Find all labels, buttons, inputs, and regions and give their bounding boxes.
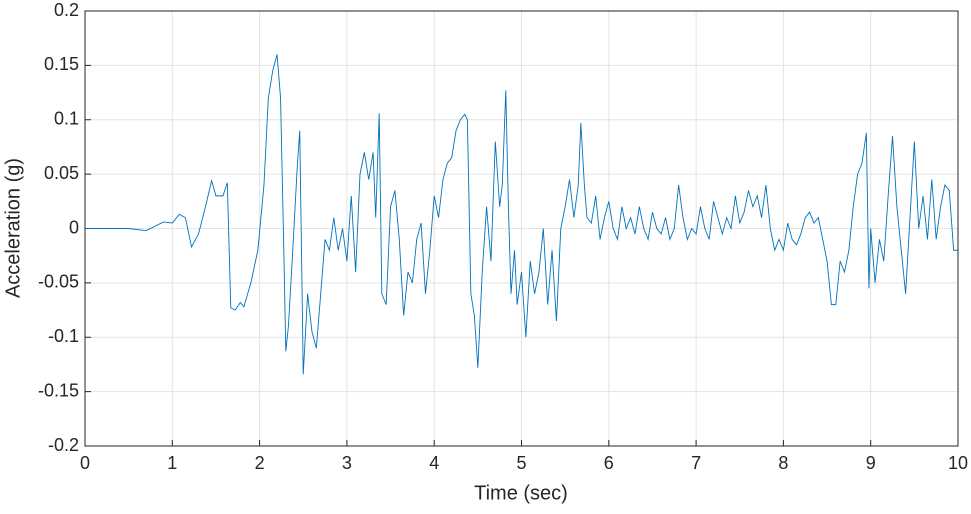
y-tick-label: -0.1 bbox=[48, 326, 79, 346]
x-tick-label: 7 bbox=[691, 453, 701, 473]
data-line bbox=[85, 54, 958, 375]
x-tick-label: 10 bbox=[948, 453, 968, 473]
x-tick-label: 9 bbox=[866, 453, 876, 473]
y-axis-label: Acceleration (g) bbox=[2, 158, 24, 298]
y-tick-label: -0.05 bbox=[38, 272, 79, 292]
y-tick-label: -0.15 bbox=[38, 380, 79, 400]
x-tick-label: 6 bbox=[604, 453, 614, 473]
y-tick-label: -0.2 bbox=[48, 435, 79, 455]
x-tick-label: 4 bbox=[429, 453, 439, 473]
y-tick-label: 0.05 bbox=[44, 163, 79, 183]
x-tick-label: 1 bbox=[167, 453, 177, 473]
x-tick-label: 3 bbox=[342, 453, 352, 473]
y-tick-label: 0.2 bbox=[54, 0, 79, 20]
y-tick-label: 0.15 bbox=[44, 54, 79, 74]
x-tick-label: 0 bbox=[80, 453, 90, 473]
y-tick-label: 0.1 bbox=[54, 109, 79, 129]
x-axis-label: Time (sec) bbox=[474, 482, 568, 504]
x-tick-label: 5 bbox=[516, 453, 526, 473]
y-tick-label: 0 bbox=[69, 217, 79, 237]
x-tick-label: 8 bbox=[778, 453, 788, 473]
x-tick-label: 2 bbox=[255, 453, 265, 473]
